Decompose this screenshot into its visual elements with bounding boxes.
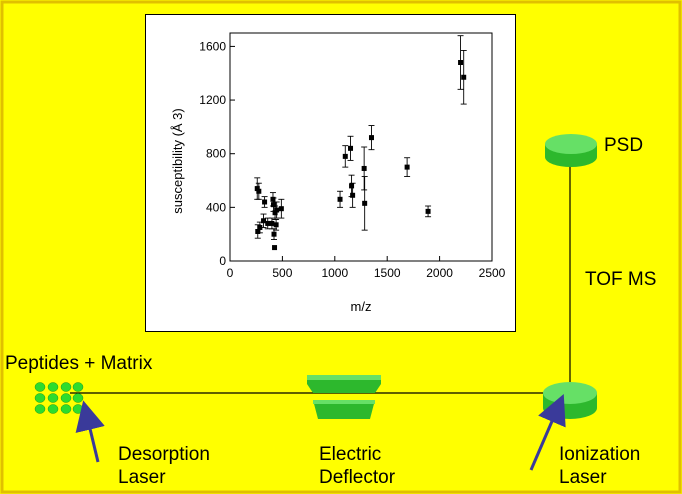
ionization-disc: [543, 382, 597, 419]
data-point: [254, 186, 260, 192]
data-point: [262, 199, 268, 205]
ionization-laser-arrow: [529, 393, 566, 471]
label-tof-ms: TOF MS: [585, 269, 657, 290]
x-tick-label: 1500: [374, 266, 401, 280]
data-point: [272, 210, 278, 216]
x-tick-label: 2500: [479, 266, 506, 280]
y-axis-label: susceptibility (Å 3): [170, 108, 185, 213]
data-point: [349, 183, 355, 189]
data-point: [273, 222, 279, 228]
data-point: [342, 153, 348, 159]
data-point: [461, 74, 467, 80]
desorption-laser-arrow: [75, 400, 105, 463]
data-point: [368, 135, 374, 141]
data-point: [257, 224, 263, 230]
data-point: [270, 202, 276, 208]
label-electric-deflector: Electric Deflector: [319, 444, 396, 488]
y-tick-label: 1600: [199, 39, 226, 53]
data-point: [255, 228, 261, 234]
y-tick-label: 800: [206, 147, 226, 161]
data-point: [272, 245, 278, 251]
data-point: [404, 164, 410, 170]
x-axis-label: m/z: [351, 299, 372, 314]
data-point: [269, 220, 275, 226]
x-tick-label: 1000: [321, 266, 348, 280]
x-tick-label: 0: [227, 266, 234, 280]
sample-dots: [34, 382, 84, 414]
data-point: [362, 200, 368, 206]
label-psd: PSD: [604, 135, 644, 156]
x-tick-label: 2000: [426, 266, 453, 280]
data-point: [271, 231, 277, 237]
data-point: [261, 218, 267, 224]
y-tick-label: 400: [206, 200, 226, 214]
data-point: [270, 196, 276, 202]
psd-detector: [545, 134, 597, 167]
data-point: [265, 220, 271, 226]
plot-area: [229, 32, 493, 262]
data-point: [337, 196, 343, 202]
susceptibility-chart: 0 500 1000 1500 2000 2500 0 400 800 1200 1600 m/z …: [145, 14, 516, 332]
y-tick-label: 1200: [199, 93, 226, 107]
data-point: [425, 208, 431, 214]
data-point: [348, 145, 354, 151]
label-peptides: Peptides + Matrix: [5, 353, 153, 374]
data-point: [274, 207, 280, 213]
data-point: [361, 165, 367, 171]
x-tick-label: 500: [272, 266, 292, 280]
label-desorption-laser: Desorption Laser: [118, 444, 210, 488]
y-tick-label: 0: [219, 254, 226, 268]
data-point: [458, 60, 464, 66]
data-point: [256, 188, 262, 194]
deflector-plates: [307, 375, 381, 419]
label-ionization-laser: Ionization Laser: [559, 444, 641, 488]
data-point: [350, 192, 356, 198]
data-point: [278, 206, 284, 212]
